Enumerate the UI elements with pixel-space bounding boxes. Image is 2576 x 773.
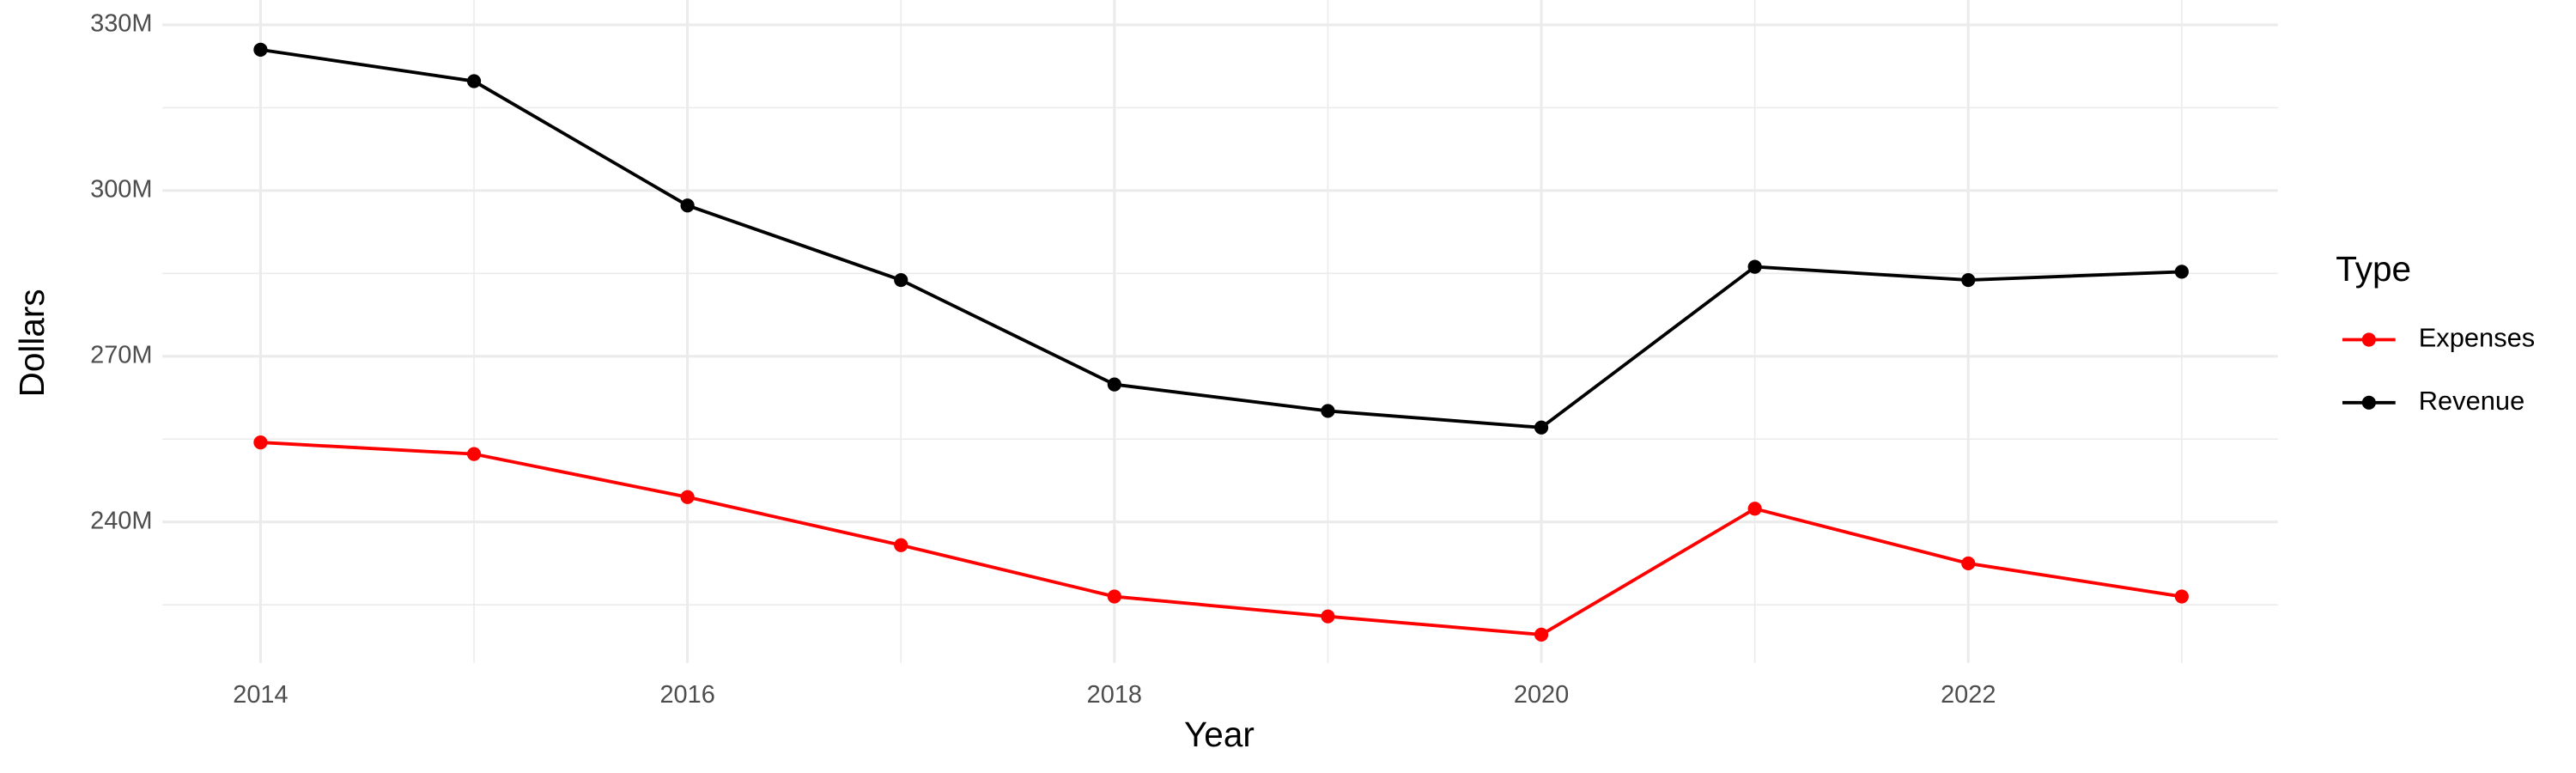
data-point (1107, 377, 1121, 392)
data-point (1321, 404, 1335, 418)
data-point (1534, 420, 1549, 435)
data-point (1747, 259, 1762, 274)
series-line (260, 47, 2182, 429)
x-tick-label: 2022 (1941, 681, 1996, 709)
series-line (260, 441, 2183, 636)
data-point (253, 42, 268, 57)
data-point (1961, 556, 1976, 571)
data-point (2174, 589, 2189, 604)
data-point (466, 447, 482, 461)
x-tick-label: 2014 (233, 681, 288, 709)
legend-swatch-point (2361, 332, 2376, 347)
data-point (2174, 265, 2189, 279)
data-point (1747, 502, 1762, 516)
grid (162, 0, 2278, 663)
x-tick-label: 2018 (1087, 681, 1142, 709)
legend-title: Type (2336, 249, 2411, 289)
data-point (894, 538, 908, 552)
data-point (1534, 627, 1549, 642)
legend-label: Revenue (2419, 386, 2525, 416)
legend-swatch-point (2361, 395, 2376, 410)
data-point (466, 74, 482, 88)
data-point (894, 272, 908, 288)
data-point (680, 490, 695, 504)
data-point (253, 435, 268, 450)
data-point (1321, 609, 1335, 624)
x-axis-title: Year (1184, 715, 1255, 754)
y-tick-label: 300M (90, 176, 152, 204)
y-tick-label: 270M (90, 341, 152, 368)
legend: Type Expenses Revenue (2336, 249, 2535, 416)
x-tick-label: 2020 (1514, 681, 1569, 709)
data-point (680, 198, 695, 213)
y-tick-label: 330M (90, 10, 152, 38)
plot-area (253, 42, 2189, 642)
data-point (1107, 589, 1121, 604)
x-tick-label: 2016 (659, 681, 714, 709)
data-point (1961, 272, 1976, 288)
legend-label: Expenses (2419, 323, 2536, 353)
y-axis-title: Dollars (12, 289, 52, 397)
y-tick-label: 240M (90, 507, 152, 534)
